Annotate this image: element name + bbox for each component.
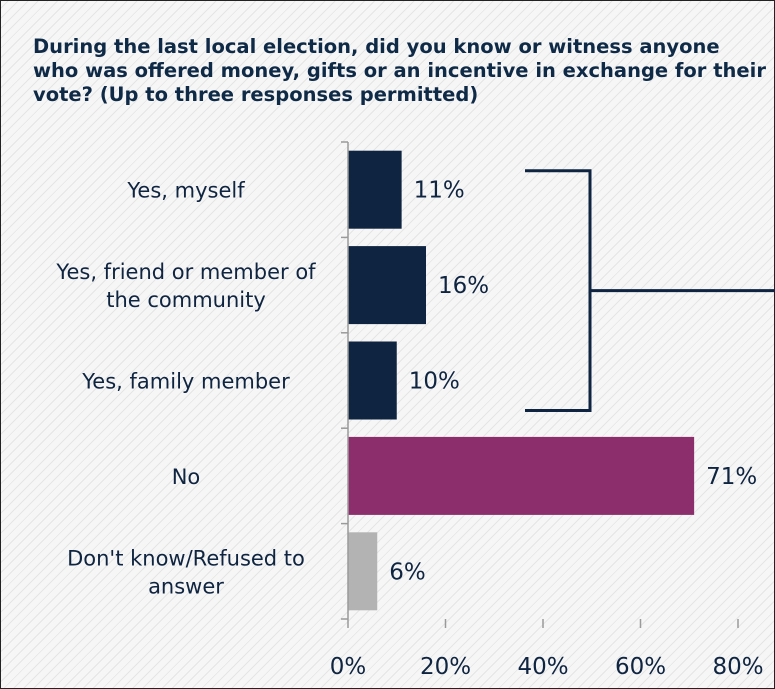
value-label: 71% — [706, 464, 757, 490]
value-label: 10% — [409, 369, 460, 395]
chart-title: During the last local election, did you … — [33, 35, 766, 106]
value-label: 16% — [438, 273, 489, 299]
value-label: 11% — [414, 178, 465, 204]
x-tick-label: 40% — [517, 654, 568, 680]
x-tick-label: 80% — [712, 654, 763, 680]
x-tick-label: 0% — [330, 654, 367, 680]
x-tick-label: 60% — [615, 654, 666, 680]
bar — [348, 246, 426, 325]
bar — [348, 436, 695, 515]
x-tick-label: 20% — [420, 654, 471, 680]
bar — [348, 341, 397, 420]
bar — [348, 150, 402, 229]
value-label: 6% — [389, 559, 426, 585]
grouping-bracket — [525, 169, 592, 412]
category-label: Don't know/Refused to answer — [67, 546, 305, 598]
category-label: Yes, myself — [126, 179, 245, 203]
category-label: Yes, friend or member of the community — [55, 260, 316, 312]
bar — [348, 532, 378, 611]
category-label: Yes, family member — [81, 370, 290, 394]
category-label: No — [172, 465, 201, 489]
